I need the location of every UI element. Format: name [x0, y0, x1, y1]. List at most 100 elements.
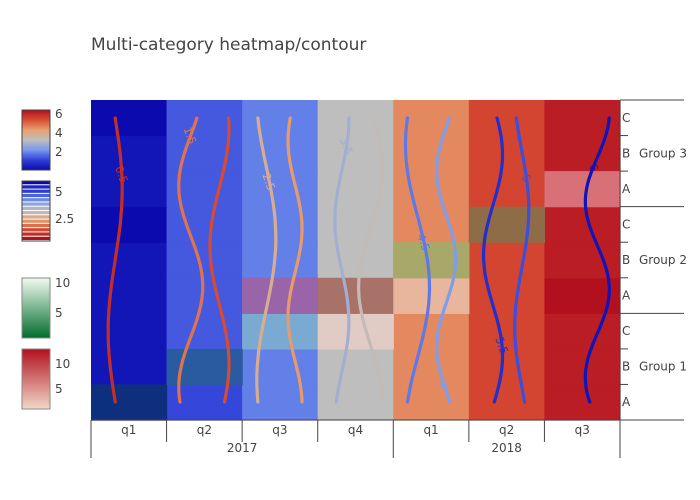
- colorbar-heatmap-tick-4: 4: [55, 126, 63, 140]
- heatmap-cell-2017-q1-group3-b: [91, 135, 168, 172]
- heatmap-cell-2017-q4-group2-b: [317, 242, 394, 279]
- contour-line-5: [513, 116, 531, 404]
- colorbar-contour-band-1: [22, 185, 50, 189]
- heatmap-cell-2018-q2-group2-a: [468, 277, 546, 314]
- heatmap-cell-2018-q1-group2-c: [393, 206, 470, 243]
- y-axis: A B C A B C A B C Group 1 Group 2 Group 3: [619, 99, 687, 421]
- x-tick-label-2018-q3: q3: [575, 423, 590, 437]
- contour-label-0.5: 0.5: [112, 164, 130, 185]
- contour-line-4.5: [403, 116, 432, 404]
- overlay-cell-3-2: [242, 277, 319, 314]
- colorbar-contour-frame: [21, 180, 51, 242]
- y-tick-label-group1-b: B: [622, 360, 630, 374]
- heatmap-cell-2017-q4-group1-b: [317, 348, 394, 386]
- heatmap-cell-2017-q2-group3-c: [166, 100, 243, 137]
- contour-label-3.5: 3.5: [337, 136, 355, 157]
- x-tick-label-2017-q2: q2: [197, 423, 212, 437]
- colorbar-contour-band-6: [22, 206, 50, 210]
- heatmap-cell-2017-q4-group3-c: [317, 100, 394, 137]
- y-tick-label-group1-c: C: [622, 324, 630, 338]
- heatmap-cell-2018-q2-group3-b: [468, 135, 546, 172]
- x-axis: q1 q2 q3 q4 q1 q2 q3 2017 2018: [90, 419, 621, 458]
- x-group-label-2018: 2018: [491, 441, 522, 455]
- colorbar-contour-band-0: [22, 181, 50, 185]
- contour-label-4: 4: [436, 379, 451, 390]
- colorbar-contour-band-10: [22, 223, 50, 228]
- heatmap-cell-2017-q3-group1-a: [242, 384, 319, 421]
- overlay-cell-0-0: [91, 384, 168, 421]
- heatmap-cell-2018-q2-group3-c: [468, 100, 546, 137]
- heatmap-cell-2018-q3-group2-b: [544, 242, 621, 279]
- contour-line-3.5: [333, 116, 351, 404]
- heatmap-cell-2018-q3-group2-c: [544, 206, 621, 243]
- heatmap-cell-2017-q2-group2-c: [166, 206, 243, 243]
- contour-label-1.5: 1.5: [181, 125, 199, 146]
- heatmap-cell-2018-q3-group3-b: [544, 135, 621, 172]
- x-group-label-2017: 2017: [227, 441, 258, 455]
- heatmap-cell-2018-q2-group2-b: [468, 242, 546, 279]
- colorbar-green-tick-5: 5: [55, 306, 63, 320]
- heatmap-overlay-cells: [91, 171, 621, 421]
- y-tick-label-group3-b: B: [622, 146, 630, 160]
- overlay-cell-3-3: [317, 277, 394, 314]
- heatmap-cell-2018-q2-group1-b: [468, 348, 546, 386]
- heatmap-cell-2018-q3-group1-c: [544, 313, 621, 350]
- heatmap-cell-2017-q1-group2-a: [91, 277, 168, 314]
- colorbar-red-tick-5: 5: [55, 382, 63, 396]
- colorbar-contour-band-5: [22, 202, 50, 206]
- heatmap-cell-2018-q2-group1-c: [468, 313, 546, 350]
- colorbar-contour-band-8: [22, 215, 50, 219]
- colorbar-red-tick-10: 10: [55, 357, 70, 371]
- heatmap-cell-2018-q1-group3-a: [393, 171, 470, 208]
- heatmap-cell-2017-q3-group3-b: [242, 135, 319, 172]
- colorbar-contour-band-13: [22, 236, 50, 240]
- heatmap-cell-2018-q1-group1-a: [393, 384, 470, 421]
- heatmap-cell-2017-q2-group2-b: [166, 242, 243, 279]
- heatmap-cell-2017-q3-group2-b: [242, 242, 319, 279]
- contour-line-1: [208, 116, 231, 404]
- contour-line-2.5: [255, 116, 278, 404]
- heatmap-cell-2017-q3-group3-c: [242, 100, 319, 137]
- x-tick-label-2017-q4: q4: [348, 423, 363, 437]
- x-tick-label-2018-q2: q2: [499, 423, 514, 437]
- heatmap-cell-2017-q2-group2-a: [166, 277, 243, 314]
- y-tick-label-group1-a: A: [622, 395, 631, 409]
- heatmap-cell-2017-q4-group2-c: [317, 206, 394, 243]
- colorbar-green: [21, 277, 51, 339]
- contour-line-5.5: [481, 116, 505, 404]
- colorbar-contour-band-7: [22, 211, 50, 215]
- overlay-cell-2-2: [242, 313, 319, 350]
- heatmap-cell-2017-q3-group1-b: [242, 348, 319, 386]
- colorbar-heatmap-tick-6: 6: [55, 107, 63, 121]
- y-tick-label-group3-c: C: [622, 111, 630, 125]
- heatmap-cell-2017-q1-group1-c: [91, 313, 168, 350]
- contour-line-4: [435, 116, 458, 404]
- contour-lines: 0.5 1.5 2.5 3 3.5 4 4.5 5 5.5 6: [106, 116, 611, 404]
- heatmap-cell-2018-q2-group3-a: [468, 171, 546, 208]
- colorbar-green-tick-10: 10: [55, 276, 70, 290]
- heatmap-cell-2017-q1-group2-c: [91, 206, 168, 243]
- heatmap-cell-2017-q1-group2-b: [91, 242, 168, 279]
- colorbar-contour-band-11: [22, 228, 50, 232]
- contour-line-1.5: [177, 116, 205, 404]
- contour-label-5: 5: [519, 173, 534, 184]
- y-group-label-group2: Group 2: [639, 253, 687, 267]
- colorbar-contour-band-12: [22, 232, 50, 236]
- colorbar-heatmap: [21, 109, 51, 171]
- heatmap-cell-2018-q2-group1-a: [468, 384, 546, 421]
- heatmap-cell-2017-q1-group3-a: [91, 171, 168, 208]
- colorbar-contour-band-9: [22, 219, 50, 223]
- heatmap-cell-2018-q3-group1-b: [544, 348, 621, 386]
- y-tick-label-group2-c: C: [622, 217, 630, 231]
- x-tick-label-2017-q3: q3: [272, 423, 287, 437]
- colorbar-red: [21, 348, 51, 410]
- heatmap-cell-2017-q1-group3-c: [91, 100, 168, 137]
- contour-line-2: [286, 116, 304, 404]
- heatmap-cell-2017-q2-group1-c: [166, 313, 243, 350]
- overlay-cell-5-5: [468, 206, 546, 243]
- heatmap-cell-2018-q3-group1-a: [544, 384, 621, 421]
- colorbars: 2 4 6 2.5 5 5 10 5 10: [21, 107, 74, 410]
- heatmap-cell-2017-q2-group3-b: [166, 135, 243, 172]
- x-tick-label-2018-q1: q1: [423, 423, 438, 437]
- contour-label-5.5: 5.5: [492, 335, 510, 356]
